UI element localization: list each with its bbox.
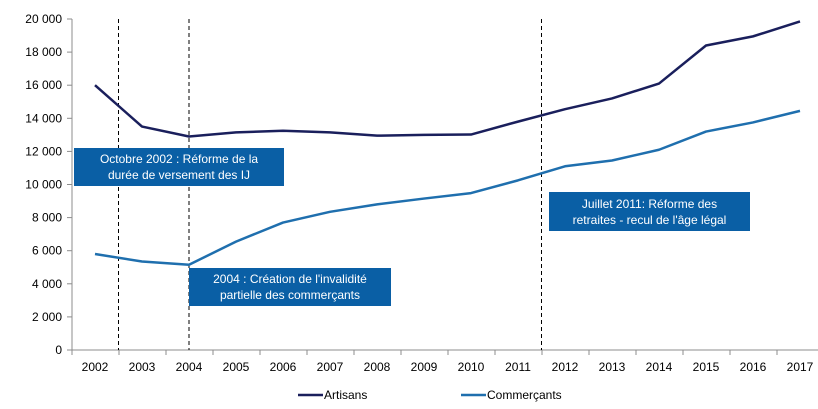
x-tick-label: 2007 — [317, 360, 344, 374]
legend-label: Artisans — [324, 388, 367, 402]
y-tick-label: 10 000 — [25, 178, 62, 192]
x-tick-label: 2013 — [599, 360, 626, 374]
x-tick-label: 2002 — [82, 360, 109, 374]
y-tick-label: 8 000 — [32, 211, 62, 225]
x-tick-label: 2015 — [693, 360, 720, 374]
axes: 0 2 000 4 000 6 000 8 000 10 000 12 000 14 000 1… — [25, 12, 818, 374]
series-line-artisans — [94, 20, 801, 138]
x-tick-label: 2010 — [458, 360, 485, 374]
x-tick-label: 2009 — [411, 360, 438, 374]
y-tick-label: 20 000 — [25, 12, 62, 26]
y-tick-label: 18 000 — [25, 45, 62, 59]
y-tick-label: 14 000 — [25, 111, 62, 125]
x-tick-label: 2014 — [646, 360, 673, 374]
event-annotation-jul-2011: Juillet 2011: Réforme des retraites - re… — [549, 192, 750, 231]
y-tick-label: 0 — [55, 343, 62, 357]
x-tick-label: 2012 — [552, 360, 579, 374]
x-tick-label: 2011 — [505, 360, 531, 374]
series-line-commer-ants — [94, 109, 801, 267]
x-tick-label: 2017 — [787, 360, 814, 374]
x-tick-label: 2004 — [176, 360, 203, 374]
legend-label: Commerçants — [487, 388, 562, 402]
y-tick-label: 2 000 — [32, 310, 62, 324]
series-lines — [94, 20, 801, 267]
event-annotation-oct-2002: Octobre 2002 : Réforme de la durée de ve… — [74, 148, 284, 186]
x-tick-label: 2003 — [129, 360, 156, 374]
x-tick-label: 2008 — [364, 360, 391, 374]
x-tick-label: 2016 — [740, 360, 767, 374]
y-tick-label: 6 000 — [32, 244, 62, 258]
x-tick-label: 2006 — [270, 360, 297, 374]
y-tick-label: 4 000 — [32, 277, 62, 291]
y-tick-label: 16 000 — [25, 78, 62, 92]
event-annotation-2004: 2004 : Création de l'invalidité partiell… — [189, 268, 391, 306]
y-tick-label: 12 000 — [25, 144, 62, 158]
legend: Artisans Commerçants — [298, 388, 562, 402]
x-tick-label: 2005 — [223, 360, 250, 374]
